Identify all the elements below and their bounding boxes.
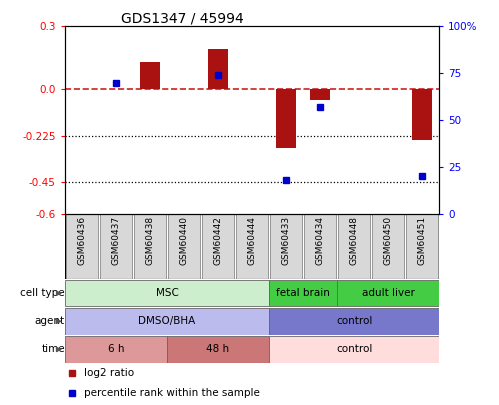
Text: 48 h: 48 h xyxy=(207,344,230,354)
Text: GSM60434: GSM60434 xyxy=(315,216,324,265)
Bar xyxy=(310,89,330,100)
FancyBboxPatch shape xyxy=(100,214,132,279)
Text: GDS1347 / 45994: GDS1347 / 45994 xyxy=(121,11,244,25)
FancyBboxPatch shape xyxy=(168,214,200,279)
FancyBboxPatch shape xyxy=(269,280,337,307)
Text: fetal brain: fetal brain xyxy=(276,288,330,298)
FancyBboxPatch shape xyxy=(337,280,439,307)
Text: control: control xyxy=(336,344,372,354)
FancyBboxPatch shape xyxy=(269,336,439,362)
FancyBboxPatch shape xyxy=(202,214,234,279)
Text: GSM60438: GSM60438 xyxy=(145,216,154,265)
FancyBboxPatch shape xyxy=(270,214,302,279)
Text: GSM60442: GSM60442 xyxy=(214,216,223,265)
Text: time: time xyxy=(41,344,65,354)
Text: GSM60444: GSM60444 xyxy=(248,216,256,265)
FancyBboxPatch shape xyxy=(236,214,268,279)
Text: GSM60450: GSM60450 xyxy=(384,216,393,265)
Text: GSM60448: GSM60448 xyxy=(350,216,359,265)
FancyBboxPatch shape xyxy=(65,280,269,307)
FancyBboxPatch shape xyxy=(134,214,166,279)
Text: GSM60433: GSM60433 xyxy=(281,216,290,265)
FancyBboxPatch shape xyxy=(406,214,438,279)
Text: log2 ratio: log2 ratio xyxy=(84,368,134,378)
Text: control: control xyxy=(336,316,372,326)
Text: GSM60436: GSM60436 xyxy=(77,216,86,265)
FancyBboxPatch shape xyxy=(269,308,439,335)
FancyBboxPatch shape xyxy=(66,214,98,279)
FancyBboxPatch shape xyxy=(167,336,269,362)
Bar xyxy=(140,62,160,89)
Text: MSC: MSC xyxy=(156,288,178,298)
Text: DMSO/BHA: DMSO/BHA xyxy=(138,316,196,326)
Text: 6 h: 6 h xyxy=(108,344,124,354)
Bar xyxy=(208,49,228,89)
FancyBboxPatch shape xyxy=(338,214,370,279)
Text: adult liver: adult liver xyxy=(362,288,415,298)
Text: cell type: cell type xyxy=(20,288,65,298)
Bar xyxy=(276,89,296,148)
Text: GSM60451: GSM60451 xyxy=(418,216,427,265)
Text: agent: agent xyxy=(35,316,65,326)
Text: GSM60437: GSM60437 xyxy=(111,216,120,265)
Text: percentile rank within the sample: percentile rank within the sample xyxy=(84,388,259,399)
FancyBboxPatch shape xyxy=(304,214,336,279)
Text: GSM60440: GSM60440 xyxy=(180,216,189,265)
FancyBboxPatch shape xyxy=(372,214,404,279)
FancyBboxPatch shape xyxy=(65,336,167,362)
Bar xyxy=(412,89,432,140)
FancyBboxPatch shape xyxy=(65,308,269,335)
